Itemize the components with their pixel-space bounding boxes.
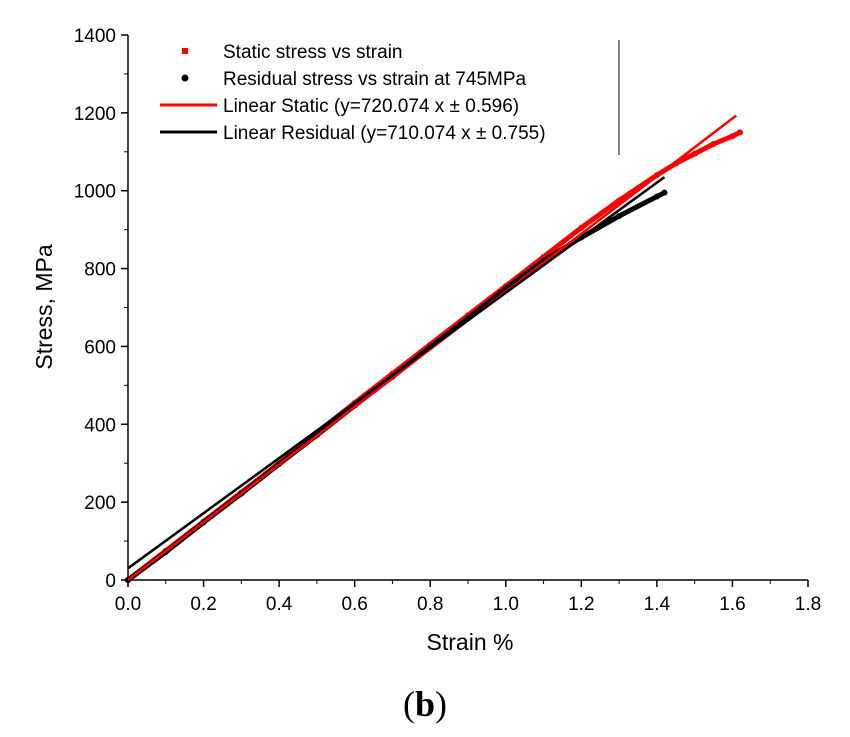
x-tick-label: 1.4 [644,594,671,615]
data-point [729,133,736,140]
series-3 [127,176,666,570]
legend-item: Residual stress vs strain at 745MPa [181,69,527,90]
data-point [653,193,660,200]
x-tick-label: 1.0 [493,594,519,615]
data-point [616,213,623,220]
legend-label: Linear Residual (y=710.074 x ± 0.755) [223,123,546,144]
x-tick-label: 0.2 [190,594,216,615]
legend-label: Linear Static (y=720.074 x ± 0.596) [223,96,519,117]
y-axis-title: Stress, MPa [31,244,57,369]
y-tick-label: 1400 [74,26,116,47]
data-point [710,141,717,147]
panel-label-open: ( [403,684,415,724]
y-tick-label: 400 [84,415,116,436]
fit-line [127,176,666,570]
y-axis-ticks: 0 200 400 600 800 1000 1200 1400 [74,26,128,592]
data-point [691,150,698,157]
y-tick-label: 800 [84,260,116,281]
x-tick-label: 0.0 [115,594,141,615]
y-tick-label: 0 [105,571,116,592]
data-point [578,224,585,231]
panel-label-close: ) [435,684,447,724]
panel-label: (b) [403,684,447,724]
data-point [616,197,623,204]
x-axis-title: Strain % [427,629,514,655]
data-point [737,129,743,136]
data-point [661,189,668,196]
x-tick-label: 0.8 [417,594,443,615]
x-tick-label: 1.8 [795,594,821,615]
panel-label-letter: b [415,684,435,724]
legend-item: Linear Static (y=720.074 x ± 0.596) [160,96,519,117]
legend-marker [181,74,189,82]
legend-item: Linear Residual (y=710.074 x ± 0.755) [160,123,546,144]
y-tick-label: 600 [84,337,116,358]
x-axis-ticks: 0.0 0.2 0.4 0.6 0.8 1.0 1.2 1.4 1.6 1.8 [115,580,821,615]
series-layer [125,114,743,583]
legend: Static stress vs strain Residual stress v… [160,40,620,155]
legend-label: Residual stress vs strain at 745MPa [223,69,527,90]
legend-label: Static stress vs strain [223,42,403,63]
y-tick-label: 200 [84,493,116,514]
legend-marker [182,48,188,54]
x-tick-label: 1.6 [719,594,745,615]
x-tick-label: 0.6 [341,594,367,615]
y-tick-label: 1000 [74,182,116,203]
x-tick-label: 1.2 [568,594,594,615]
y-tick-label: 1200 [74,104,116,125]
x-tick-label: 0.4 [266,594,293,615]
legend-item: Static stress vs strain [182,42,403,63]
